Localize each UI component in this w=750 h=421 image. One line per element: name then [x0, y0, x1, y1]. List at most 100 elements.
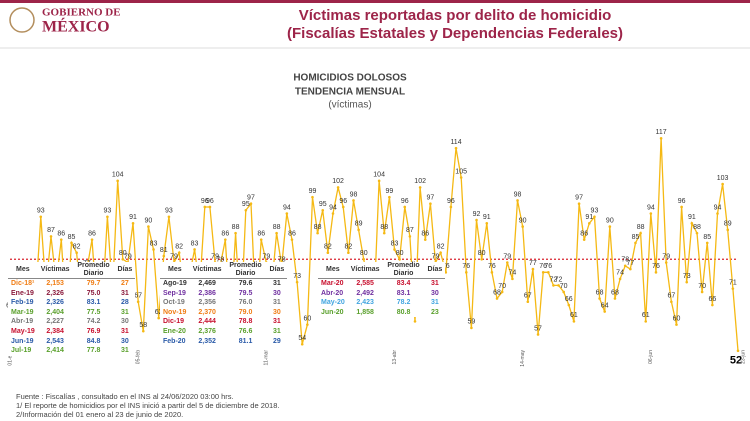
chart-subtitle: TENDENCIA MENSUAL [295, 87, 405, 98]
cell: 2,227 [46, 318, 64, 326]
point [659, 137, 663, 140]
cell: Mar-19 [11, 308, 34, 316]
top-bar [0, 0, 750, 3]
value-label: 86 [580, 231, 588, 238]
point [541, 271, 545, 274]
cell: 31 [273, 318, 281, 326]
point [654, 271, 658, 274]
header-cell: Promedio Diario [382, 262, 425, 279]
value-label: 82 [324, 244, 332, 251]
value-label: 62 [155, 309, 163, 316]
point [70, 241, 73, 245]
point [618, 277, 622, 281]
value-label: 54 [298, 335, 306, 342]
monthly-table: Mes Víctimas Promedio Diario Días Dic-18¹ 2,1… [8, 262, 136, 356]
cell: Ene-19 [11, 289, 34, 297]
cell: 30 [273, 308, 281, 316]
cell: 75.0 [86, 289, 101, 297]
value-label: 76 [652, 263, 660, 270]
value-label: 95 [319, 201, 327, 208]
value-label: 85 [703, 234, 711, 241]
point [136, 300, 140, 304]
point [536, 333, 540, 336]
value-label: 98 [514, 191, 522, 198]
point [429, 202, 432, 206]
point [593, 215, 596, 219]
cell: Sep-19 [163, 289, 186, 297]
value-label: 79 [432, 253, 440, 260]
point [403, 205, 407, 209]
header-cell: Víctimas [37, 262, 73, 279]
cell: 31 [273, 299, 281, 307]
point [675, 323, 678, 326]
value-label: 93 [165, 208, 173, 215]
value-label: 102 [414, 178, 426, 185]
cell: 2,469 [198, 280, 216, 287]
point [500, 290, 504, 294]
value-label: 114 [450, 139, 461, 146]
header-cell: Víctimas [189, 262, 225, 279]
cell: 2,543 [46, 337, 64, 345]
value-label: 68 [611, 289, 619, 296]
value-label: 89 [724, 221, 732, 228]
row: Sep-19 2,386 79.5 30 [160, 289, 287, 299]
cell: 78.2 [396, 299, 411, 307]
cell: Dic-18¹ [11, 280, 35, 287]
x-tick-label: 05-feb [135, 350, 141, 364]
point [306, 323, 309, 326]
point [490, 271, 494, 274]
point [588, 222, 591, 225]
value-label: 57 [534, 325, 542, 332]
value-label: 88 [637, 224, 645, 231]
value-label: 58 [139, 322, 147, 329]
cell: 79.7 [86, 280, 101, 287]
cell: 30 [431, 289, 439, 297]
footnote: 1/ El reporte de homicidios por el INS i… [16, 401, 280, 410]
point [59, 238, 63, 241]
value-label: 70 [698, 283, 706, 290]
point [562, 290, 565, 294]
point [408, 235, 412, 238]
point [695, 231, 699, 235]
value-label: 96 [201, 198, 209, 205]
row: Oct-19 2,356 76.0 31 [160, 298, 287, 308]
value-label: 78 [621, 257, 629, 264]
value-label: 93 [104, 208, 112, 215]
point [557, 284, 560, 287]
value-label: 88 [380, 224, 388, 231]
value-label: 78 [216, 257, 224, 264]
cell: 79.0 [238, 308, 253, 316]
point [275, 231, 278, 235]
point [418, 186, 422, 189]
point [244, 208, 248, 212]
point [259, 238, 263, 241]
point [167, 215, 171, 219]
header-cell: Mes [8, 262, 38, 279]
value-label: 61 [642, 312, 650, 319]
value-label: 88 [273, 224, 281, 231]
cell: 31 [273, 327, 281, 335]
value-label: 86 [221, 231, 229, 238]
point [680, 205, 683, 209]
point [567, 303, 571, 307]
row: Nov-19 2,370 79.0 30 [160, 308, 287, 318]
logo-emblem [9, 7, 35, 33]
x-tick-label: 14-may [520, 350, 526, 367]
point [577, 202, 581, 206]
row: Dic-19 2,444 78.8 31 [160, 317, 287, 327]
point [629, 267, 632, 271]
row: May-19 2,384 76.9 31 [8, 327, 135, 337]
cell: 76.6 [238, 327, 253, 335]
row: Jul-19 2,414 77.8 31 [8, 346, 135, 356]
value-label: 87 [47, 227, 55, 234]
value-label: 59 [468, 319, 476, 326]
point [526, 300, 530, 304]
x-tick-label: 06-jun [648, 350, 654, 364]
point [736, 349, 740, 353]
point [516, 199, 519, 202]
cell: May-20 [321, 299, 345, 307]
value-label: 72 [555, 276, 563, 283]
cell: 30 [121, 337, 129, 345]
value-label: 89 [355, 221, 363, 228]
